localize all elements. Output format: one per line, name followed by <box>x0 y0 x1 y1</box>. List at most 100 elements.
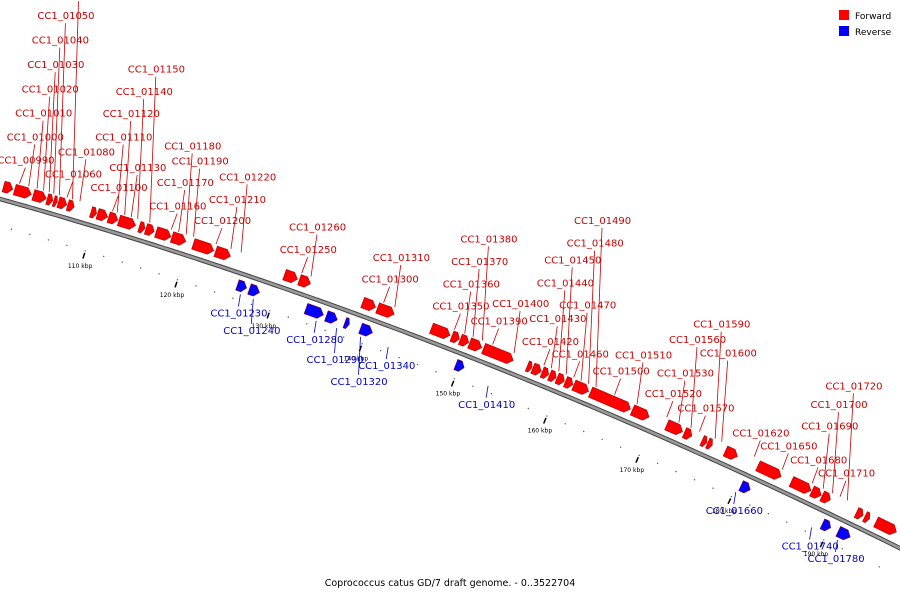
forward-gene-label: CC1_01170 <box>157 178 214 189</box>
minor-tick <box>583 430 585 433</box>
minor-tick <box>29 233 31 236</box>
forward-gene-block <box>705 437 713 450</box>
forward-gene-label: CC1_01400 <box>492 299 549 310</box>
minor-tick <box>306 323 308 325</box>
minor-tick <box>472 385 474 387</box>
tick-label: 150 kbp <box>436 391 461 398</box>
backbone-highlight <box>0 197 900 550</box>
tick-label: 130 kbp <box>252 323 277 330</box>
minor-tick <box>490 392 493 395</box>
minor-tick <box>656 462 659 465</box>
forward-gene-block <box>457 333 469 347</box>
minor-tick <box>693 479 696 481</box>
forward-gene-label: CC1_01600 <box>700 349 757 360</box>
forward-leader <box>383 286 390 303</box>
minor-tick <box>730 495 733 498</box>
major-tick <box>543 417 547 424</box>
forward-gene-block <box>530 362 542 376</box>
minor-tick <box>675 470 677 473</box>
forward-gene-block <box>191 238 215 255</box>
legend-reverse-label: Reverse <box>855 28 892 38</box>
forward-gene-block <box>788 476 812 494</box>
forward-leader <box>573 361 581 378</box>
minor-tick <box>804 530 806 532</box>
forward-leader <box>580 312 588 381</box>
forward-gene-label: CC1_01050 <box>37 11 94 22</box>
forward-gene-label: CC1_01020 <box>22 85 79 96</box>
forward-leader <box>690 346 698 428</box>
tick-label: 140 kbp <box>344 356 369 363</box>
minor-tick <box>749 504 751 506</box>
forward-leader <box>565 267 573 375</box>
forward-gene-label: CC1_01420 <box>522 337 579 348</box>
forward-gene-label: CC1_01680 <box>790 455 847 466</box>
forward-gene-block <box>554 372 565 386</box>
forward-leader <box>185 153 193 235</box>
forward-leader <box>558 290 566 372</box>
minor-tick <box>619 446 622 448</box>
forward-leader <box>193 168 200 237</box>
forward-leader <box>464 291 472 334</box>
minor-tick <box>103 255 105 258</box>
minor-tick <box>287 316 289 318</box>
reverse-gene-block <box>247 283 260 297</box>
forward-gene-label: CC1_01210 <box>209 195 266 206</box>
major-tick <box>635 456 639 463</box>
forward-leader <box>137 98 145 219</box>
minor-tick <box>158 273 160 275</box>
major-tick <box>450 380 455 387</box>
forward-gene-block <box>154 226 172 241</box>
minor-tick <box>416 363 419 366</box>
minor-tick <box>10 228 13 230</box>
minor-tick <box>269 310 271 312</box>
reverse-gene-block <box>235 279 247 293</box>
reverse-gene-label: CC1_01780 <box>808 554 865 565</box>
forward-gene-label: CC1_01180 <box>164 141 221 152</box>
forward-leader <box>492 328 499 345</box>
minor-tick <box>84 250 87 252</box>
forward-leader <box>130 174 138 217</box>
forward-leader <box>230 206 238 249</box>
forward-gene-label: CC1_01030 <box>27 60 84 71</box>
forward-gene-block <box>56 196 68 210</box>
forward-leader <box>112 194 119 212</box>
reverse-leader <box>313 320 317 333</box>
forward-gene-label: CC1_01710 <box>818 469 875 480</box>
legend: Forward Reverse <box>839 10 892 38</box>
tick-label: 160 kbp <box>528 428 553 435</box>
forward-gene-block <box>31 189 47 203</box>
forward-leader <box>636 362 644 405</box>
minor-tick <box>324 329 326 332</box>
forward-leader <box>215 227 223 245</box>
forward-gene-label: CC1_01470 <box>559 301 616 312</box>
forward-leader <box>822 433 830 489</box>
forward-gene-label: CC1_00990 <box>0 156 55 167</box>
minor-tick <box>786 521 788 523</box>
forward-gene-block <box>819 490 831 504</box>
forward-gene-block <box>562 376 574 389</box>
label-leaders <box>19 1 854 552</box>
minor-tick <box>435 371 437 373</box>
forward-gene-block <box>89 206 97 219</box>
forward-gene-label: CC1_01310 <box>373 253 430 264</box>
reverse-gene-label: CC1_01280 <box>286 335 343 346</box>
forward-leader <box>394 264 402 307</box>
forward-leader <box>53 47 61 194</box>
reverse-leader <box>485 385 489 398</box>
forward-gene-block <box>360 297 376 311</box>
forward-gene-label: CC1_01460 <box>552 349 609 360</box>
forward-gene-block <box>143 223 155 236</box>
forward-leader <box>482 246 489 341</box>
forward-leader <box>28 144 36 187</box>
forward-leader <box>59 23 66 196</box>
reverse-gene-block <box>819 518 832 532</box>
forward-gene-label: CC1_01220 <box>219 172 276 183</box>
minor-tick <box>176 279 179 281</box>
reverse-leader <box>835 539 838 552</box>
forward-gene-block <box>467 337 483 352</box>
minor-tick <box>195 285 197 287</box>
forward-gene-label: CC1_01510 <box>615 350 672 361</box>
forward-leader <box>595 227 603 387</box>
forward-gene-block <box>1 180 14 194</box>
